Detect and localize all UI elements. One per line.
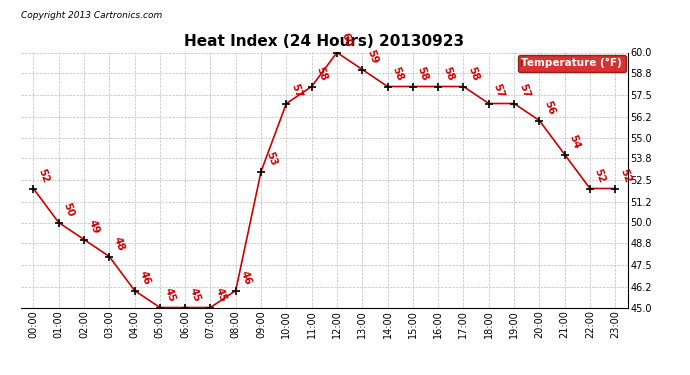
Text: 54: 54 bbox=[567, 133, 582, 150]
Text: 52: 52 bbox=[593, 167, 607, 184]
Title: Heat Index (24 Hours) 20130923: Heat Index (24 Hours) 20130923 bbox=[184, 33, 464, 48]
Text: 60: 60 bbox=[339, 31, 354, 48]
Text: 45: 45 bbox=[163, 286, 177, 303]
Text: 58: 58 bbox=[441, 65, 455, 82]
Text: 58: 58 bbox=[415, 65, 430, 82]
Text: 49: 49 bbox=[87, 218, 101, 236]
Text: 46: 46 bbox=[137, 269, 152, 286]
Text: 58: 58 bbox=[466, 65, 480, 82]
Text: 45: 45 bbox=[213, 286, 228, 303]
Text: 45: 45 bbox=[188, 286, 202, 303]
Text: 48: 48 bbox=[112, 235, 126, 252]
Text: 57: 57 bbox=[289, 82, 304, 99]
Text: 52: 52 bbox=[36, 167, 50, 184]
Text: 52: 52 bbox=[618, 167, 632, 184]
Text: 50: 50 bbox=[61, 201, 76, 218]
Text: 56: 56 bbox=[542, 99, 556, 116]
Text: 58: 58 bbox=[391, 65, 404, 82]
Text: Copyright 2013 Cartronics.com: Copyright 2013 Cartronics.com bbox=[21, 11, 162, 20]
Legend: Temperature (°F): Temperature (°F) bbox=[518, 55, 626, 72]
Text: 58: 58 bbox=[315, 65, 328, 82]
Text: 59: 59 bbox=[365, 48, 380, 65]
Text: 53: 53 bbox=[264, 150, 278, 167]
Text: 57: 57 bbox=[491, 82, 506, 99]
Text: 46: 46 bbox=[239, 269, 253, 286]
Text: 57: 57 bbox=[517, 82, 531, 99]
